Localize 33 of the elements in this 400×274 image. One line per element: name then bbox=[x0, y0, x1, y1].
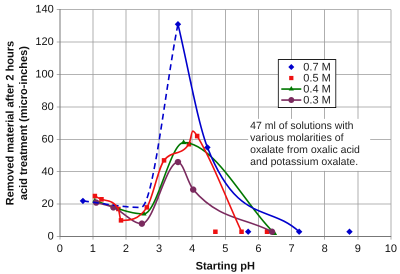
point bbox=[180, 139, 186, 144]
point bbox=[268, 228, 276, 235]
point bbox=[244, 228, 252, 235]
legend-label: 0.4 M bbox=[303, 84, 331, 96]
x-tick-label: 7 bbox=[288, 243, 295, 256]
legend-label: 0.5 M bbox=[303, 72, 331, 85]
point bbox=[190, 186, 196, 193]
x-tick-label: 3 bbox=[156, 243, 162, 256]
x-tick-label: 5 bbox=[222, 243, 228, 256]
x-tick-label: 8 bbox=[322, 243, 328, 256]
y-tick-label: 0 bbox=[48, 230, 54, 243]
y-tick-label: 140 bbox=[35, 4, 54, 16]
y-tick-label: 100 bbox=[35, 68, 54, 80]
x-tick-label: 0 bbox=[56, 243, 63, 256]
y-tick-label: 120 bbox=[35, 36, 54, 48]
y-tick-label: 60 bbox=[42, 133, 54, 146]
y-tick-label: 20 bbox=[42, 198, 54, 210]
y-tick-label: 80 bbox=[42, 100, 54, 113]
legend-label: 0.7 M bbox=[303, 62, 331, 74]
point bbox=[138, 220, 146, 227]
x-tick-label: 2 bbox=[122, 243, 130, 256]
point bbox=[174, 158, 182, 166]
y-axis-title: Removed material after 2 hours acid treatment (micro-inches) bbox=[4, 40, 30, 206]
point bbox=[213, 229, 218, 234]
x-tick-label: 1 bbox=[90, 243, 96, 256]
x-tick-label: 10 bbox=[384, 243, 398, 256]
x-tick-label: 9 bbox=[354, 243, 361, 256]
legend-label: 0.3 M bbox=[303, 94, 331, 107]
annotation: 47 ml of solutions with various molarities of oxalate from oxalic acid and potassium oxalate. bbox=[250, 120, 360, 168]
x-tick-label: 4 bbox=[189, 243, 196, 256]
y-tick-label: 40 bbox=[42, 166, 54, 178]
x-axis-title: Starting pH bbox=[196, 260, 256, 272]
x-tick-label: 6 bbox=[255, 243, 262, 256]
